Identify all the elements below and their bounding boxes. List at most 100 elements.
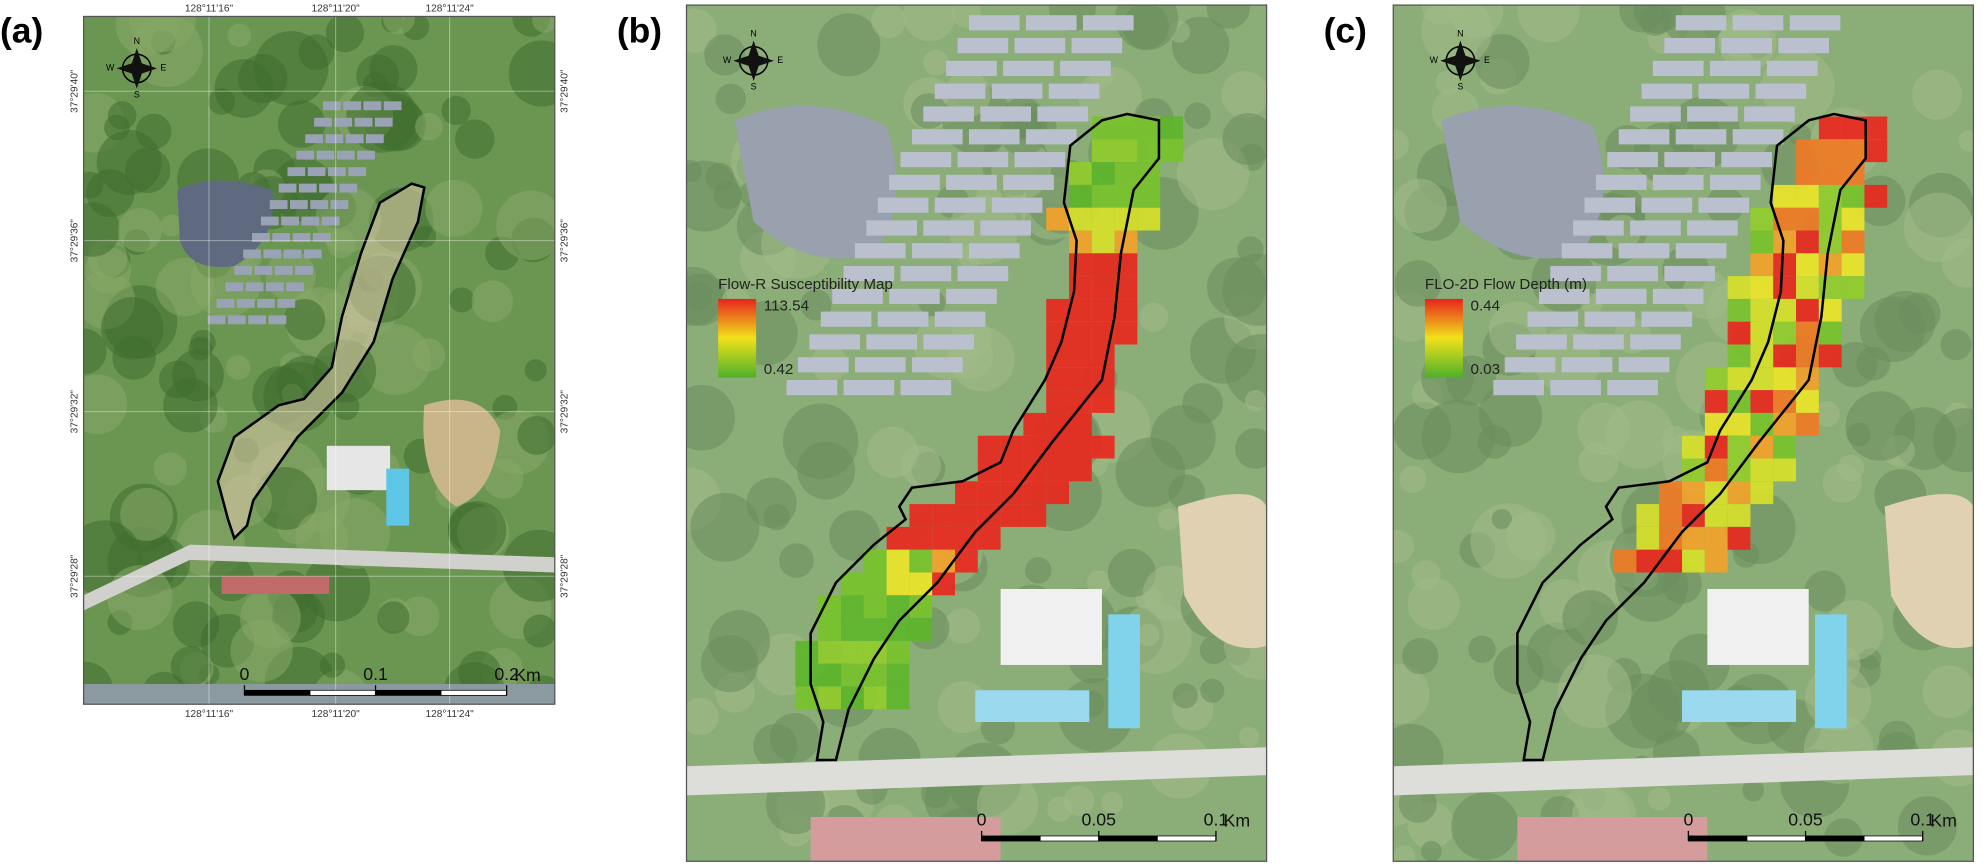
solar-panel — [1789, 15, 1841, 31]
vegetation — [425, 179, 483, 238]
heat-cell — [1069, 253, 1092, 277]
vegetation — [700, 634, 759, 693]
solar-panel — [343, 101, 361, 111]
scale-label: 0.2 — [494, 664, 519, 684]
heat-cell — [1682, 435, 1705, 459]
longitude-label: 128°11'20" — [312, 4, 361, 15]
vegetation — [1421, 5, 1493, 67]
clearing — [1177, 493, 1267, 649]
solar-panel — [786, 379, 838, 396]
vegetation — [225, 355, 251, 380]
compass-letter: N — [750, 29, 756, 39]
solar-panel — [889, 174, 940, 190]
vegetation — [346, 81, 418, 153]
solar-panel — [1652, 288, 1704, 304]
heat-cell — [1750, 298, 1774, 322]
heat-cell — [909, 595, 933, 619]
map-panel: (a) N S E W 128°11'16" 128°11'16" 128°11'20" 128… — [0, 4, 571, 720]
solar-panel — [1607, 265, 1658, 282]
longitude-label: 128°11'16" — [185, 709, 234, 720]
heat-cell — [1796, 207, 1819, 231]
clearing — [423, 399, 501, 507]
map-area — [1393, 5, 1974, 862]
solar-panel — [354, 117, 373, 127]
solar-pond — [734, 105, 897, 259]
heat-cell — [1069, 344, 1092, 368]
heat-cell — [886, 640, 910, 664]
heat-cell — [1069, 390, 1092, 413]
vegetation — [360, 324, 431, 395]
compass-letter: W — [1430, 55, 1439, 65]
vegetation — [1557, 654, 1632, 729]
solar-panel — [1550, 379, 1601, 396]
solar-panel — [1584, 311, 1636, 327]
scale-unit: Km — [1224, 811, 1251, 831]
vegetation — [1859, 296, 1926, 363]
vegetation — [782, 403, 859, 479]
heat-cell — [1091, 298, 1115, 322]
heat-cell — [886, 686, 910, 710]
heat-cell — [1818, 321, 1842, 345]
solar-panel — [946, 174, 997, 190]
heat-cell — [1727, 481, 1751, 505]
solar-panel — [1060, 60, 1111, 76]
solar-panel — [1003, 174, 1054, 190]
solar-panel — [923, 334, 975, 350]
heat-cell — [1773, 253, 1797, 277]
solar-panel — [1618, 357, 1670, 373]
heat-cell — [1773, 184, 1797, 208]
solar-panel — [866, 334, 918, 350]
solar-panel — [325, 134, 344, 144]
vegetation — [1958, 130, 1974, 152]
scale-segment — [309, 689, 376, 696]
scale-label: 0 — [240, 664, 250, 684]
vegetation — [686, 281, 713, 311]
heat-cell — [909, 504, 933, 527]
vegetation — [1222, 253, 1267, 326]
heat-cell — [1750, 435, 1774, 459]
solar-panel — [348, 167, 367, 177]
solar-panel — [1755, 83, 1807, 99]
heat-cell — [1091, 253, 1115, 277]
solar-panel — [1641, 197, 1693, 213]
legend-max: 113.54 — [764, 298, 809, 315]
legend-title: Flow-R Susceptibility Map — [718, 276, 893, 293]
heat-cell — [1137, 207, 1161, 231]
solar-panel — [322, 101, 341, 111]
heat-cell — [1796, 321, 1819, 345]
vegetation — [96, 130, 162, 195]
vegetation — [1244, 389, 1267, 412]
solar-panel — [1709, 60, 1761, 76]
scale-segment — [1098, 835, 1158, 842]
heat-cell — [1659, 504, 1683, 527]
heat-cell — [1750, 207, 1774, 231]
heat-cell — [1682, 504, 1705, 527]
solar-panel — [1652, 174, 1704, 190]
heat-cell — [1114, 116, 1138, 140]
heat-cell — [1750, 321, 1774, 345]
solar-panel — [900, 151, 952, 168]
solar-panel — [1732, 15, 1784, 31]
heat-cell — [932, 549, 956, 573]
heat-cell — [1818, 184, 1842, 208]
solar-pond — [177, 180, 274, 268]
heat-cell — [1069, 184, 1092, 208]
solar-panel — [877, 311, 929, 327]
scale-unit: Km — [514, 665, 541, 685]
solar-panel — [1037, 106, 1089, 122]
solar-panel — [1595, 174, 1647, 190]
solar-panel — [1698, 197, 1750, 213]
heat-cell — [1818, 116, 1842, 140]
vegetation — [1491, 508, 1512, 530]
heat-cell — [1727, 504, 1751, 527]
heat-cell — [1114, 230, 1138, 254]
map-panel: (b) N S E W Flow-R Susceptibility Map 113.54 0.… — [617, 4, 1268, 862]
heat-cell — [1160, 139, 1184, 163]
vegetation — [1813, 400, 1841, 428]
solar-panel — [283, 249, 302, 259]
solar-panel — [1014, 37, 1066, 54]
heat-cell — [1704, 367, 1728, 391]
heat-cell — [1796, 162, 1819, 185]
